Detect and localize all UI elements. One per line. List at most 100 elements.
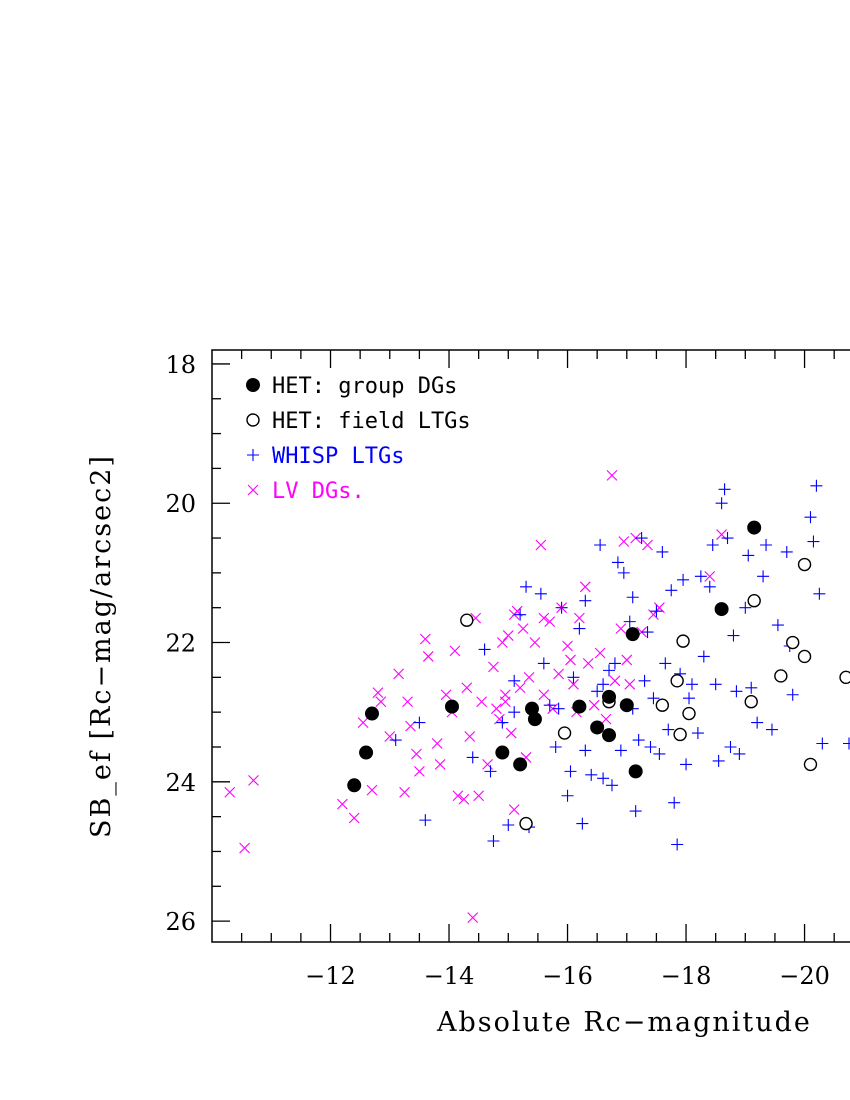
data-point bbox=[419, 814, 432, 827]
data-point bbox=[619, 698, 634, 713]
data-point bbox=[626, 591, 639, 604]
data-point bbox=[534, 587, 547, 600]
data-point bbox=[502, 630, 514, 641]
data-point bbox=[564, 765, 577, 778]
data-point bbox=[659, 657, 672, 670]
data-point bbox=[608, 657, 621, 670]
data-point bbox=[683, 692, 696, 705]
data-point bbox=[804, 511, 817, 524]
legend-marker bbox=[246, 378, 260, 392]
data-point bbox=[491, 703, 502, 715]
data-point bbox=[464, 731, 476, 742]
data-point bbox=[694, 570, 707, 583]
data-point bbox=[529, 637, 541, 648]
data-point bbox=[538, 689, 550, 701]
data-point bbox=[625, 627, 640, 642]
data-point bbox=[467, 912, 479, 924]
data-point bbox=[520, 580, 533, 593]
data-point bbox=[224, 786, 236, 798]
data-point bbox=[557, 726, 572, 740]
x-tick-label: −20 bbox=[779, 962, 830, 990]
y-tick-label: 24 bbox=[165, 769, 196, 797]
data-point bbox=[573, 622, 586, 635]
data-point bbox=[727, 629, 740, 642]
data-point bbox=[629, 805, 642, 818]
data-point bbox=[662, 723, 675, 736]
data-point bbox=[709, 678, 722, 691]
data-point bbox=[614, 744, 627, 757]
axes: −12 −14 −16 −18 −20 18 20 22 24 26 bbox=[165, 349, 850, 990]
data-point bbox=[803, 757, 818, 772]
data-point bbox=[712, 754, 725, 767]
data-point bbox=[576, 817, 589, 830]
data-point bbox=[458, 793, 470, 805]
data-point bbox=[597, 772, 610, 785]
data-point bbox=[839, 670, 850, 685]
data-point bbox=[496, 637, 508, 648]
data-point bbox=[706, 539, 719, 552]
plot-frame bbox=[211, 349, 850, 943]
data-point bbox=[565, 654, 576, 666]
data-point bbox=[618, 536, 630, 547]
data-point bbox=[537, 657, 550, 670]
data-point bbox=[724, 740, 737, 753]
data-point bbox=[647, 692, 660, 705]
data-point bbox=[714, 602, 729, 617]
data-point bbox=[590, 720, 605, 735]
legend-marker bbox=[246, 413, 260, 427]
data-point bbox=[628, 764, 643, 779]
x-axis-label: Absolute Rc−magnitude bbox=[436, 1007, 812, 1038]
data-point bbox=[606, 469, 618, 481]
data-point bbox=[495, 745, 510, 760]
data-point bbox=[514, 682, 526, 694]
data-point bbox=[499, 696, 511, 708]
data-point bbox=[603, 664, 616, 677]
data-point bbox=[813, 587, 826, 600]
legend-label: HET: field LTGs bbox=[272, 409, 471, 434]
legend-marker bbox=[247, 449, 259, 461]
legend-marker bbox=[247, 484, 259, 496]
data-point bbox=[615, 623, 627, 634]
data-point bbox=[623, 615, 636, 628]
data-point bbox=[582, 658, 594, 669]
data-point bbox=[399, 786, 410, 798]
series-open-circle bbox=[460, 557, 850, 831]
data-point bbox=[414, 765, 425, 777]
data-point bbox=[644, 740, 657, 753]
data-point bbox=[642, 539, 653, 551]
data-point bbox=[765, 723, 778, 736]
data-point bbox=[449, 645, 461, 657]
data-point bbox=[466, 751, 479, 764]
data-point bbox=[747, 520, 762, 535]
data-point bbox=[508, 804, 520, 816]
data-point bbox=[721, 532, 734, 545]
data-point bbox=[535, 539, 547, 551]
data-point bbox=[597, 678, 610, 691]
data-point bbox=[422, 651, 434, 662]
data-point bbox=[650, 605, 663, 618]
data-point bbox=[780, 545, 793, 558]
y-tick-label: 26 bbox=[165, 908, 196, 936]
data-point bbox=[745, 681, 758, 694]
legend-label: HET: group DGs bbox=[272, 374, 457, 399]
data-point bbox=[621, 654, 633, 666]
data-point bbox=[508, 706, 521, 719]
data-point bbox=[797, 649, 812, 664]
data-point bbox=[602, 689, 617, 704]
data-point bbox=[591, 685, 604, 698]
data-point bbox=[594, 539, 607, 552]
data-point bbox=[653, 747, 666, 760]
y-axis-label: SB_ef [Rc−mag/arcsec2] bbox=[86, 454, 117, 838]
data-point bbox=[549, 740, 562, 753]
data-point bbox=[519, 816, 533, 831]
data-point bbox=[431, 738, 443, 749]
data-point bbox=[797, 557, 812, 572]
data-point bbox=[555, 601, 568, 614]
data-point bbox=[715, 497, 728, 510]
data-point bbox=[572, 699, 587, 714]
data-point bbox=[682, 706, 696, 721]
data-point bbox=[393, 668, 405, 680]
data-point bbox=[364, 706, 379, 721]
legend-label: LV DGs. bbox=[272, 479, 365, 504]
data-point bbox=[488, 661, 499, 673]
